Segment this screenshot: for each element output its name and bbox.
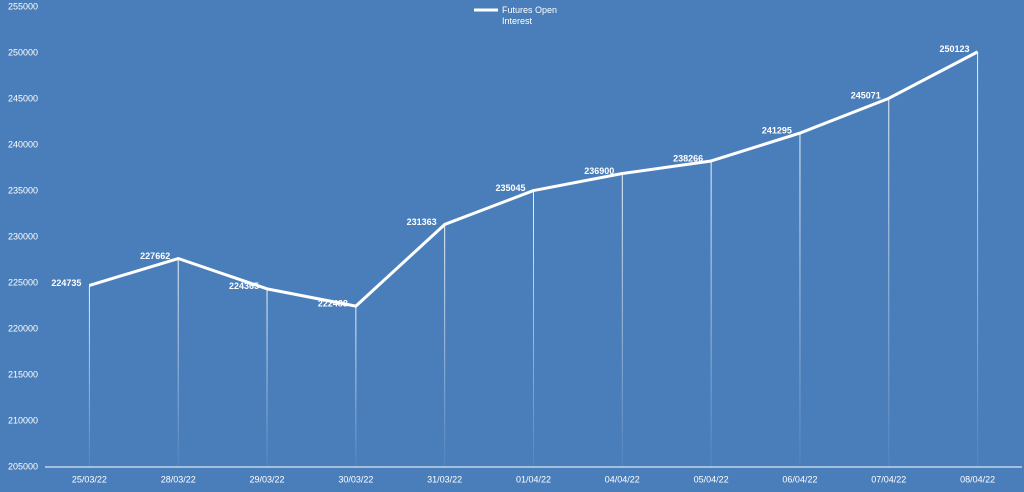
legend-label: Futures Open Interest <box>502 5 558 26</box>
data-label: 245071 <box>851 91 881 101</box>
data-label: 250123 <box>940 44 970 54</box>
drop-line <box>266 288 268 467</box>
data-label: 224365 <box>229 281 259 291</box>
data-label: 227662 <box>140 251 170 261</box>
drop-line <box>710 160 712 467</box>
drop-line <box>799 133 801 467</box>
data-label: 241295 <box>762 125 792 135</box>
x-tick-label: 07/04/22 <box>871 474 906 484</box>
drop-line <box>355 306 357 467</box>
x-tick-label: 01/04/22 <box>516 474 551 484</box>
data-label: 238266 <box>673 153 703 163</box>
y-tick-label: 220000 <box>8 323 38 333</box>
y-tick-label: 230000 <box>8 231 38 241</box>
y-tick-label: 210000 <box>8 415 38 425</box>
x-tick-label: 28/03/22 <box>161 474 196 484</box>
data-label: 224735 <box>51 278 81 288</box>
drop-line <box>533 190 534 467</box>
legend: Futures Open Interest <box>474 5 562 27</box>
drop-line <box>888 98 890 467</box>
data-label: 235045 <box>495 183 525 193</box>
data-label: 222488 <box>318 298 348 308</box>
y-tick-label: 215000 <box>8 369 38 379</box>
drop-line <box>621 173 623 467</box>
x-tick-label: 04/04/22 <box>605 474 640 484</box>
y-tick-label: 225000 <box>8 277 38 287</box>
y-tick-label: 245000 <box>8 93 38 103</box>
y-tick-label: 250000 <box>8 47 38 57</box>
x-tick-label: 31/03/22 <box>427 474 462 484</box>
drop-line <box>88 285 90 467</box>
y-tick-label: 255000 <box>8 1 38 11</box>
x-tick-label: 05/04/22 <box>694 474 729 484</box>
legend-swatch <box>474 8 498 12</box>
y-tick-label: 235000 <box>8 185 38 195</box>
y-tick-label: 205000 <box>8 461 38 471</box>
data-label: 231363 <box>407 217 437 227</box>
y-tick-label: 240000 <box>8 139 38 149</box>
x-tick-label: 06/04/22 <box>782 474 817 484</box>
data-label: 236900 <box>584 166 614 176</box>
series-line <box>88 50 979 308</box>
x-tick-label: 08/04/22 <box>960 474 995 484</box>
drop-line <box>444 224 446 467</box>
drop-line <box>177 258 179 467</box>
x-tick-label: 29/03/22 <box>250 474 285 484</box>
drop-line <box>977 51 979 467</box>
x-tick-label: 25/03/22 <box>72 474 107 484</box>
x-tick-label: 30/03/22 <box>338 474 373 484</box>
